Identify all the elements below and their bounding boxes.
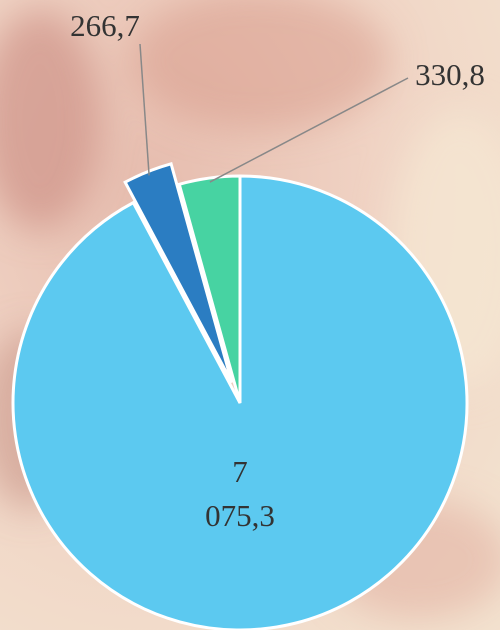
chart: 7075,3266,7330,8: [0, 0, 500, 630]
data-label: 266,7: [70, 8, 140, 43]
data-label: 330,8: [415, 57, 485, 92]
